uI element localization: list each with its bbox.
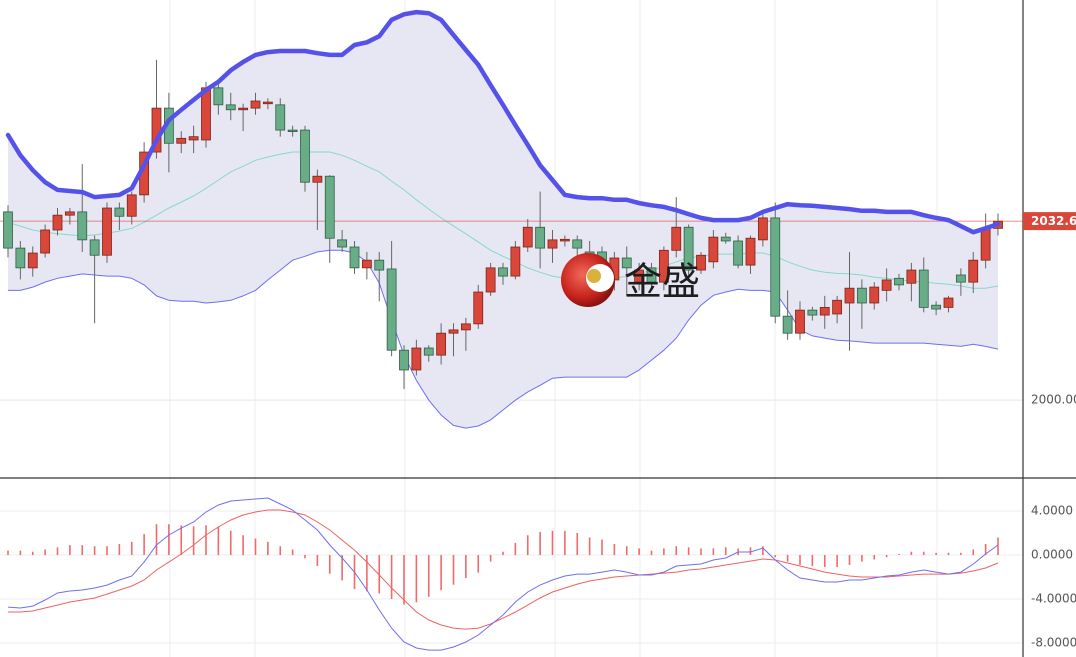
last-price-label: 2032.62 (1031, 214, 1076, 228)
candle-body (696, 254, 706, 271)
candle-body (262, 101, 273, 105)
y-tick-label: 2000.00 (1031, 393, 1076, 407)
candle-body (337, 239, 348, 248)
logo-dot (587, 269, 601, 283)
candle-body (782, 315, 793, 334)
candle-body (225, 104, 236, 111)
candle-body (819, 306, 830, 316)
candle-body (27, 252, 38, 269)
candle-body (572, 239, 583, 249)
candle-body (918, 269, 929, 308)
candle-body (386, 268, 397, 351)
candle-body (300, 129, 310, 183)
candle-body (634, 269, 645, 283)
candle-body (683, 226, 694, 271)
candle-body (968, 259, 979, 283)
candle-body (52, 214, 63, 231)
candle-body (374, 259, 385, 271)
candle-body (522, 226, 533, 248)
candle-body (3, 211, 13, 249)
candle-body (856, 287, 867, 304)
y-tick-label: -8.0000 (1031, 636, 1076, 650)
candle-body (361, 259, 372, 269)
candle-body (89, 239, 100, 256)
candle-body (423, 347, 434, 356)
front-layer (3, 9, 1003, 651)
band-fill (8, 12, 998, 429)
candle-body (510, 246, 521, 277)
candle-body (795, 309, 805, 334)
candle-body (621, 257, 632, 269)
candle-body (411, 347, 422, 371)
candle-body (906, 269, 917, 284)
candle-body (943, 297, 954, 308)
upper-band (5, 9, 1001, 235)
candle-body (64, 211, 75, 216)
candle-body (881, 279, 892, 291)
candle-body (399, 349, 409, 371)
watermark-text: 金盛 (624, 260, 700, 304)
candle-body (733, 240, 744, 266)
candle-body (40, 229, 51, 254)
y-tick-label: -4.0000 (1031, 592, 1076, 606)
dea-line (8, 509, 999, 630)
middle-band (7, 151, 999, 289)
candle-body (559, 238, 570, 242)
candle-body (275, 104, 286, 131)
candle-body (238, 107, 249, 111)
candle-body (980, 227, 991, 261)
candle-body (436, 332, 447, 356)
candle-body (535, 226, 546, 249)
dif-line (7, 497, 999, 651)
candle-body (869, 286, 880, 304)
candle-body (102, 207, 112, 256)
candle-body (671, 226, 682, 251)
candle-body (324, 175, 335, 239)
candle-body (646, 267, 657, 283)
candle-body (832, 299, 843, 315)
candle-body (460, 323, 471, 331)
candle-body (658, 249, 669, 283)
candle-body (473, 291, 484, 325)
candle-body (844, 287, 855, 304)
last-price-tag (1023, 212, 1076, 231)
candle-body (176, 137, 187, 144)
candle-body (15, 247, 26, 269)
axis-layer: 2000.00 2032.62 4.0000 0.0000 -4.0000 -8.0000 (1023, 212, 1076, 650)
candle-body (955, 274, 966, 283)
candle-body (114, 207, 125, 217)
candle-body (77, 211, 88, 241)
candle-body (498, 267, 508, 277)
candle-body (757, 217, 768, 241)
candle-body (931, 304, 942, 310)
watermark: 金盛 (561, 253, 700, 307)
candle-body (720, 236, 731, 242)
candle-body (770, 217, 781, 317)
candle-body (448, 329, 459, 334)
candle-body (894, 277, 904, 286)
back-layer (0, 12, 1023, 644)
candle-body (807, 309, 818, 316)
candle-body (287, 129, 298, 132)
candle-body (485, 267, 496, 293)
candle-body (547, 239, 558, 249)
candle-body (188, 136, 199, 141)
lower-band (8, 249, 999, 429)
candle-body (250, 100, 261, 109)
y-tick-label: 0.0000 (1031, 548, 1073, 562)
candle-body (745, 237, 756, 266)
candle-body (312, 175, 323, 183)
y-tick-label: 4.0000 (1031, 504, 1073, 518)
candle-body (213, 87, 224, 106)
candle-body (349, 246, 360, 269)
candle-body (126, 194, 137, 217)
candle-body (201, 87, 211, 141)
candle-body (708, 236, 719, 263)
